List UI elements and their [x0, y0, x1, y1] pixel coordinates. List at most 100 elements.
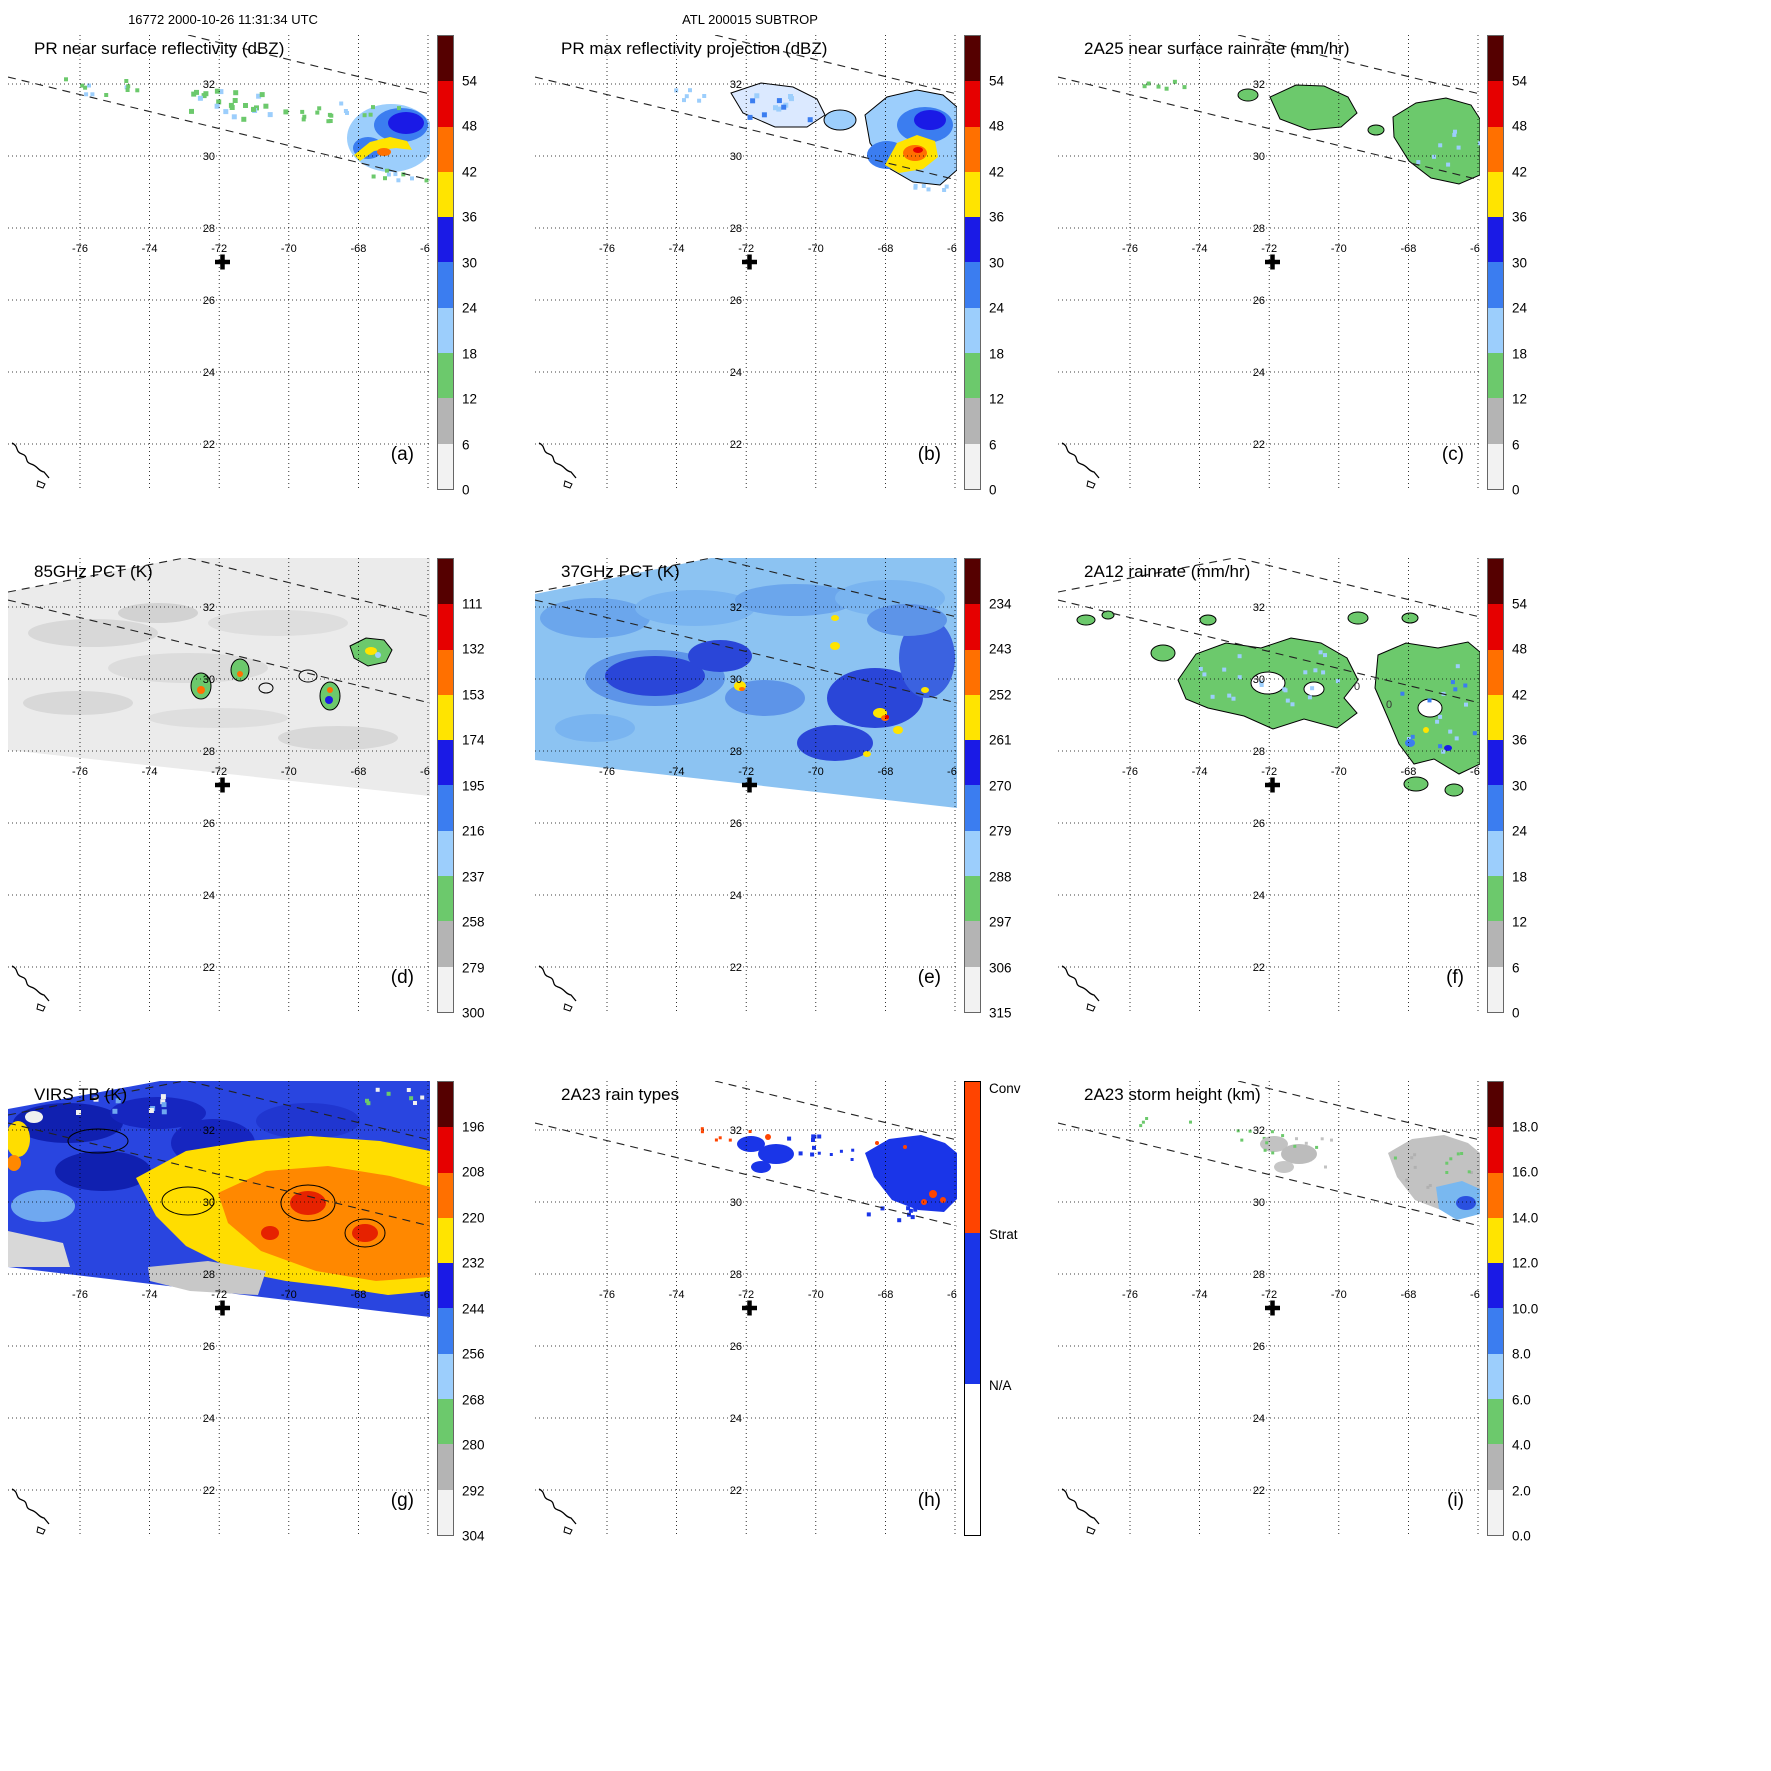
lon-tick-label: -68 — [350, 766, 366, 778]
data-speckle — [1445, 1171, 1449, 1174]
lon-tick-label: -68 — [877, 766, 893, 778]
swath-edge-dashed-line — [535, 76, 957, 181]
data-speckle — [1293, 1144, 1297, 1148]
data-speckle — [301, 117, 306, 122]
data-blob — [327, 687, 333, 693]
lat-tick-label: 28 — [730, 746, 742, 758]
lon-tick-label: -76 — [1122, 766, 1138, 778]
data-speckle — [1240, 1138, 1244, 1142]
data-speckle — [1410, 1156, 1414, 1160]
data-speckle — [1259, 680, 1264, 685]
data-blob — [1392, 97, 1480, 185]
colorbar-segment — [965, 876, 980, 922]
lon-tick-label: -74 — [142, 766, 158, 778]
data-speckle — [218, 89, 224, 95]
colorbar-tick-label: 42 — [989, 164, 1005, 179]
data-speckle — [112, 1108, 118, 1114]
data-speckle — [776, 98, 782, 104]
colorbar-segment — [965, 921, 980, 967]
lat-tick-label: 26 — [1253, 295, 1265, 307]
coastline-islet — [36, 480, 46, 489]
data-speckle — [944, 184, 949, 189]
colorbar-tick-label: 315 — [989, 1005, 1012, 1021]
colorbar-segment — [438, 1263, 453, 1309]
lat-tick-label: 24 — [730, 1413, 742, 1425]
data-speckle — [1303, 670, 1308, 675]
data-speckle — [135, 88, 140, 93]
data-speckle — [1460, 1152, 1464, 1155]
coastline-islet — [563, 1003, 573, 1012]
lon-tick-label: -66 — [420, 1289, 430, 1301]
colorbar-segment — [1488, 307, 1503, 354]
swath-edge-dashed-line — [1058, 76, 1480, 181]
data-speckle — [267, 112, 273, 118]
lon-tick-label: -72 — [1261, 1289, 1277, 1301]
lat-tick-label: 30 — [1253, 151, 1265, 163]
data-speckle — [761, 112, 767, 118]
data-blob — [875, 1141, 879, 1145]
storm-center-cross-marker — [742, 1300, 757, 1316]
data-speckle — [259, 92, 265, 98]
colorbar-segment — [1488, 1172, 1503, 1218]
panel-d: -76 -74 -72 -70 -68 -66 32 30 28 26 24 22 85GHz PCT… — [0, 553, 521, 1076]
data-speckle — [1198, 666, 1203, 671]
map-canvas: -76 -74 -72 -70 -68 -66 32 30 28 26 24 22 — [8, 1081, 430, 1536]
data-speckle — [1210, 694, 1215, 699]
contour-zero-label: 0 — [1386, 699, 1392, 711]
data-speckle — [1237, 675, 1242, 680]
lon-tick-label: -74 — [142, 243, 158, 255]
lon-tick-label: -74 — [669, 1289, 685, 1301]
data-speckle — [1335, 679, 1340, 684]
data-speckle — [897, 1218, 902, 1223]
colorbar-tick-label: 18 — [1512, 346, 1528, 361]
colorbar-ticks: 234 243 252 261 270 279 288 297 306 315 — [964, 558, 1044, 1021]
data-speckle — [1172, 79, 1177, 84]
header-orbit-timestamp: 16772 2000-10-26 11:31:34 UTC — [128, 12, 318, 27]
lat-tick-label: 32 — [203, 1125, 215, 1137]
data-speckle — [697, 98, 702, 103]
data-speckle — [1307, 695, 1312, 700]
coastline-islet — [563, 1526, 573, 1535]
colorbar-segment — [438, 307, 453, 354]
data-speckle — [1469, 1171, 1473, 1174]
map-g: -76 -74 -72 -70 -68 -66 32 30 28 26 24 22 VIRS TB (… — [8, 1081, 430, 1536]
data-speckle — [682, 98, 686, 103]
lon-tick-label: -70 — [808, 243, 824, 255]
panel-e: -76 -74 -72 -70 -68 -66 32 30 28 26 24 22 37GHz PCT… — [527, 553, 1048, 1076]
data-blob — [827, 668, 923, 728]
lat-tick-label: 28 — [203, 746, 215, 758]
colorbar-tick-label: 270 — [989, 778, 1012, 793]
data-speckle — [1428, 1184, 1432, 1187]
colorbar-ticks: Conv Strat N/A — [964, 1081, 1044, 1536]
swath-edge-dashed-line — [1237, 558, 1480, 618]
panel-letter: (h) — [917, 1490, 941, 1511]
colorbar: 234 243 252 261 270 279 288 297 306 315 — [964, 558, 1044, 1021]
data-blob — [1237, 88, 1259, 102]
lon-tick-label: -76 — [1122, 243, 1138, 255]
panel-title: 85GHz PCT (K) — [34, 562, 153, 581]
colorbar-tick-label: 6 — [1512, 437, 1520, 452]
colorbar-tick-label: 216 — [462, 823, 485, 839]
data-speckle — [1453, 129, 1457, 134]
data-speckle — [714, 1138, 718, 1142]
panel-title: PR near surface reflectivity (dBZ) — [34, 39, 285, 58]
colorbar-tick-label: 0 — [462, 482, 470, 498]
data-blob — [1405, 739, 1415, 747]
data-speckle — [420, 1095, 425, 1100]
colorbar-segment — [438, 1082, 453, 1128]
lon-tick-label: -68 — [350, 1289, 366, 1301]
colorbar-segment — [438, 830, 453, 877]
data-speckle — [921, 184, 926, 188]
data-speckle — [1283, 688, 1288, 693]
data-blob — [1269, 84, 1358, 131]
lat-tick-label: 28 — [203, 1269, 215, 1281]
colorbar-tick-label: 132 — [462, 641, 485, 657]
data-speckle — [1313, 668, 1318, 673]
colorbar-tick-label: 24 — [989, 300, 1005, 316]
colorbar-tick-label: 252 — [989, 687, 1012, 702]
lat-tick-label: 26 — [730, 1341, 742, 1353]
colorbar-segment — [1488, 217, 1503, 263]
data-speckle — [1156, 84, 1161, 89]
lon-tick-label: -76 — [599, 1289, 615, 1301]
colorbar-segment — [965, 1082, 980, 1233]
